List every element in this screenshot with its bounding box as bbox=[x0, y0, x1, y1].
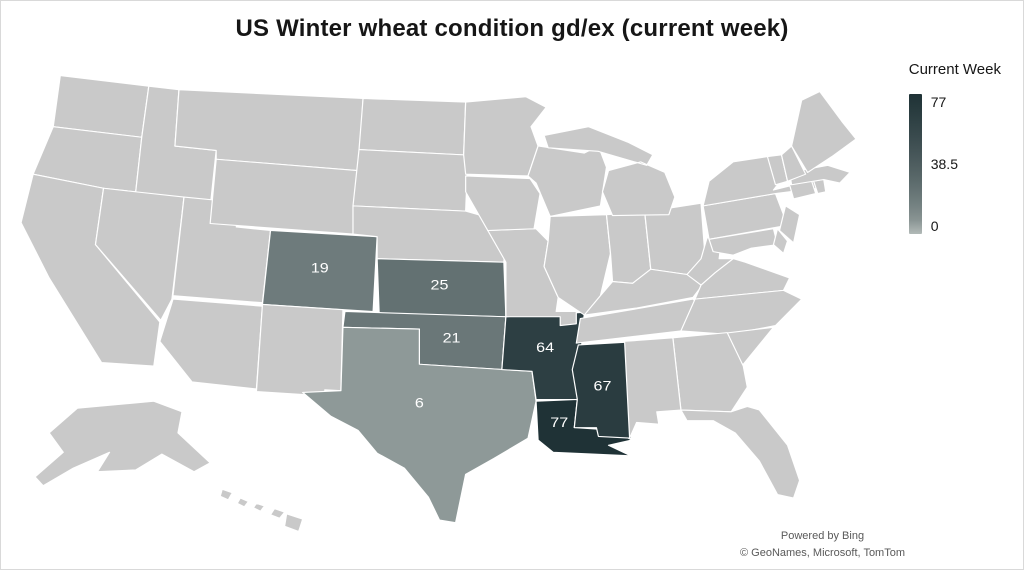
us-map: 19 25 21 6 64 67 77 bbox=[15, 73, 865, 535]
state-value-label-LA: 77 bbox=[550, 415, 568, 431]
state-WY[interactable] bbox=[209, 158, 360, 235]
state-ME[interactable] bbox=[790, 90, 857, 173]
state-AK[interactable] bbox=[34, 400, 211, 487]
state-value-label-OK: 21 bbox=[443, 330, 461, 346]
state-MA[interactable] bbox=[788, 164, 851, 186]
us-map-svg: 19 25 21 6 64 67 77 bbox=[20, 75, 857, 533]
chart-title: US Winter wheat condition gd/ex (current… bbox=[235, 15, 789, 42]
state-WI[interactable] bbox=[527, 145, 608, 217]
legend-labels: 77 38.5 0 bbox=[931, 94, 958, 234]
state-SD[interactable] bbox=[352, 149, 469, 212]
state-value-label-CO: 19 bbox=[311, 261, 329, 277]
state-NH[interactable] bbox=[780, 145, 807, 182]
state-MD[interactable] bbox=[708, 228, 779, 256]
state-value-label-AR: 64 bbox=[536, 340, 554, 356]
state-HI[interactable] bbox=[219, 488, 304, 533]
state-value-label-TX: 6 bbox=[415, 395, 424, 411]
legend-title: Current Week bbox=[908, 61, 1001, 78]
legend-max-label: 77 bbox=[930, 94, 947, 110]
state-MI[interactable] bbox=[543, 126, 676, 217]
state-FL[interactable] bbox=[680, 405, 801, 499]
state-value-label-MS: 67 bbox=[594, 379, 612, 395]
state-ND[interactable] bbox=[358, 97, 467, 156]
state-value-label-KS: 25 bbox=[431, 277, 449, 293]
state-AZ[interactable] bbox=[159, 298, 264, 390]
legend-gradient-bar bbox=[908, 94, 922, 234]
state-IN[interactable] bbox=[605, 211, 652, 284]
legend-min-label: 0 bbox=[930, 218, 939, 234]
state-NC[interactable] bbox=[680, 289, 803, 335]
state-CO[interactable] bbox=[261, 229, 378, 313]
legend-mid-label: 38.5 bbox=[930, 156, 958, 172]
attribution-copyright: © GeoNames, Microsoft, TomTom bbox=[740, 547, 905, 560]
legend-scale: 77 38.5 0 bbox=[908, 94, 1001, 234]
attribution-bing: Powered by Bing bbox=[780, 529, 865, 542]
state-KY[interactable] bbox=[583, 268, 714, 316]
state-DE[interactable] bbox=[772, 228, 789, 254]
state-NV[interactable] bbox=[94, 187, 185, 321]
state-NM[interactable] bbox=[255, 303, 344, 397]
legend: Current Week 77 38.5 0 bbox=[908, 61, 1001, 234]
state-IA[interactable] bbox=[465, 175, 541, 232]
map-attribution: Powered by Bing © GeoNames, Microsoft, T… bbox=[740, 528, 905, 563]
state-AL[interactable] bbox=[623, 337, 682, 439]
state-NJ[interactable] bbox=[778, 205, 801, 244]
